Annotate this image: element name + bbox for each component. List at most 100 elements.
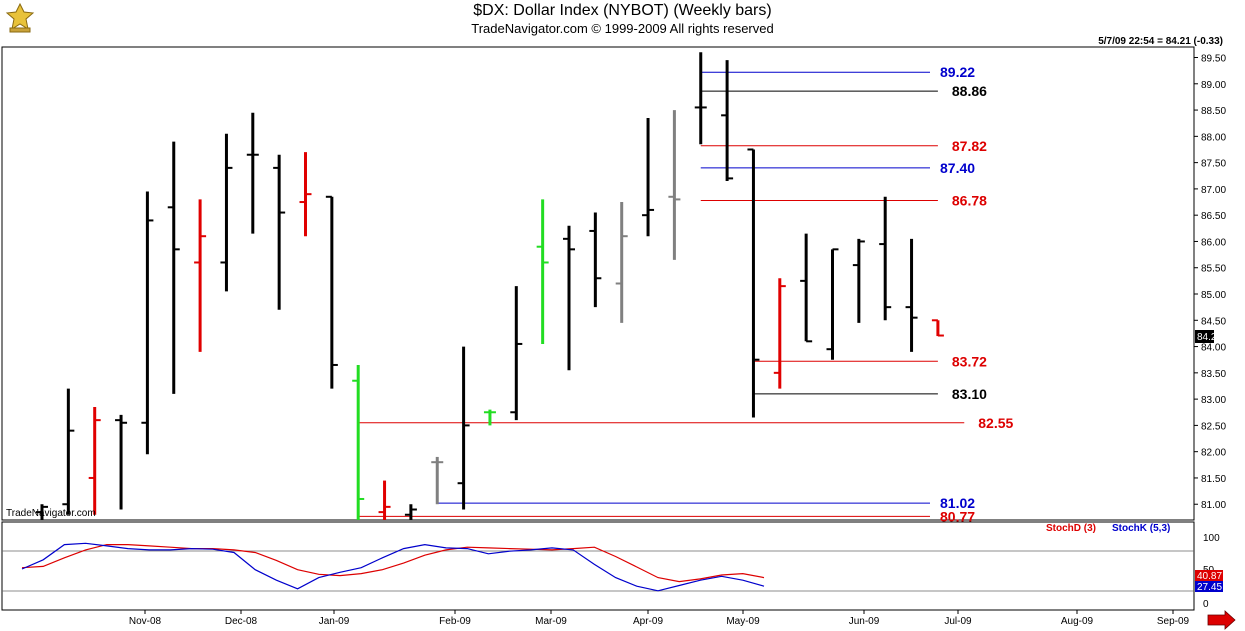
price-panel-frame <box>1 46 1195 521</box>
price-tick-label: 88.00 <box>1201 132 1226 143</box>
price-tick-label: 85.00 <box>1201 290 1226 301</box>
date-tick-label: Feb-09 <box>439 616 471 627</box>
ohlc-bar <box>563 225 575 371</box>
date-axis: Nov-08 Dec-08 Jan-09 Feb-09 Mar-09 Apr-09 May-… <box>129 610 1190 627</box>
last-quote: 5/7/09 22:54 = 84.21 (-0.33) <box>1098 36 1223 47</box>
ohlc-bar <box>642 117 655 237</box>
date-tick-label: Dec-08 <box>225 616 258 627</box>
price-tick-label: 88.50 <box>1201 106 1226 117</box>
price-axis: 81.00 81.50 82.00 82.50 83.00 83.50 84.00 84.50… <box>1194 54 1226 511</box>
ohlc-bar <box>510 286 523 421</box>
level-label: 89.22 <box>940 64 975 80</box>
price-tick-label: 87.00 <box>1201 185 1226 196</box>
ohlc-bar <box>852 238 865 323</box>
date-tick-label: May-09 <box>726 616 760 627</box>
date-tick-label: Mar-09 <box>535 616 567 627</box>
date-tick-label: Nov-08 <box>129 616 162 627</box>
stoch-k-value-marker <box>1195 581 1223 592</box>
level-label: 88.86 <box>952 83 987 99</box>
ohlc-bar <box>246 112 259 234</box>
ohlc-bar <box>931 319 944 337</box>
ohlc-bar <box>773 278 786 389</box>
date-tick-label: Jul-09 <box>944 616 972 627</box>
price-levels: 89.22 88.86 87.82 87.40 86.78 83.72 83.10 82.55… <box>358 64 1013 524</box>
ohlc-bar <box>536 199 549 344</box>
stoch-k-value: 27.45 <box>1197 582 1222 593</box>
ohlc-bar <box>483 409 496 426</box>
date-tick-label: Aug-09 <box>1061 616 1094 627</box>
ohlc-bar <box>88 407 101 515</box>
stoch-d-line <box>21 543 765 583</box>
date-tick-label: Jan-09 <box>319 616 350 627</box>
ohlc-bar <box>36 504 48 520</box>
ohlc-bar <box>378 480 391 520</box>
price-tick-label: 81.00 <box>1201 500 1226 511</box>
date-tick-label: Apr-09 <box>633 616 663 627</box>
price-tick-label: 87.50 <box>1201 159 1226 170</box>
last-price-marker <box>1195 330 1214 343</box>
ohlc-bar <box>115 414 128 510</box>
price-tick-label: 82.00 <box>1201 448 1226 459</box>
ohlc-bar <box>826 248 839 360</box>
stochastic-lines <box>21 542 765 592</box>
date-tick-label: Sep-09 <box>1157 616 1190 627</box>
price-tick-label: 89.50 <box>1201 54 1226 65</box>
ohlc-bar <box>457 346 470 510</box>
last-price-label: 84.21 <box>1197 332 1222 343</box>
ohlc-bar <box>194 199 207 352</box>
ohlc-bar <box>905 238 918 352</box>
ind-tick-100: 100 <box>1203 533 1220 544</box>
stoch-k-line <box>21 542 765 592</box>
price-tick-label: 81.50 <box>1201 474 1226 485</box>
level-label: 81.02 <box>940 495 975 511</box>
scroll-right-arrow-icon[interactable] <box>1207 610 1236 630</box>
price-tick-label: 86.50 <box>1201 211 1226 222</box>
date-tick-label: Jun-09 <box>849 616 880 627</box>
price-tick-label: 84.00 <box>1201 343 1226 354</box>
trade-navigator-logo-icon <box>4 2 36 34</box>
ohlc-bar <box>299 152 312 237</box>
ohlc-bar <box>141 191 154 455</box>
ohlc-bar <box>167 141 180 394</box>
stoch-d-value: 40.87 <box>1197 571 1222 582</box>
ohlc-bar <box>694 52 707 145</box>
ind-tick-0: 0 <box>1203 599 1209 610</box>
ohlc-bar <box>721 60 734 182</box>
price-tick-label: 85.50 <box>1201 264 1226 275</box>
chart-title: $DX: Dollar Index (NYBOT) (Weekly bars) <box>473 2 772 19</box>
ohlc-bar <box>747 148 760 418</box>
level-label: 80.77 <box>940 508 975 524</box>
level-label: 87.82 <box>952 138 987 154</box>
price-tick-label: 86.00 <box>1201 237 1226 248</box>
ohlc-bar <box>352 364 365 520</box>
ohlc-bar <box>273 154 286 310</box>
level-label: 87.40 <box>940 160 975 176</box>
price-tick-label: 83.50 <box>1201 369 1226 380</box>
stoch-d-value-marker <box>1195 570 1223 581</box>
watermark: TradeNavigator.com <box>6 508 96 519</box>
ohlc-bar <box>431 456 444 505</box>
price-tick-label: 82.50 <box>1201 421 1226 432</box>
ohlc-bar <box>800 233 813 343</box>
legend-stoch-d: StochD (3) <box>1046 523 1096 534</box>
price-tick-label: 89.00 <box>1201 80 1226 91</box>
ohlc-bar <box>668 110 681 260</box>
ohlc-bar <box>404 504 417 520</box>
legend-stoch-k: StochK (5,3) <box>1112 523 1170 534</box>
level-label: 86.78 <box>952 192 987 208</box>
ohlc-bar <box>615 202 628 323</box>
level-label: 83.10 <box>952 386 987 402</box>
price-tick-label: 84.50 <box>1201 316 1226 327</box>
level-label: 83.72 <box>952 353 987 369</box>
ohlc-bar <box>879 196 892 321</box>
ohlc-bars <box>36 52 944 520</box>
ohlc-bar <box>62 388 75 515</box>
ohlc-bar <box>589 212 602 308</box>
indicator-panel-frame <box>1 521 1195 611</box>
level-label: 82.55 <box>978 415 1013 431</box>
ohlc-bar <box>220 133 233 292</box>
price-tick-label: 83.00 <box>1201 395 1226 406</box>
ohlc-bar <box>325 195 338 389</box>
chart-subtitle: TradeNavigator.com © 1999-2009 All right… <box>471 21 774 36</box>
